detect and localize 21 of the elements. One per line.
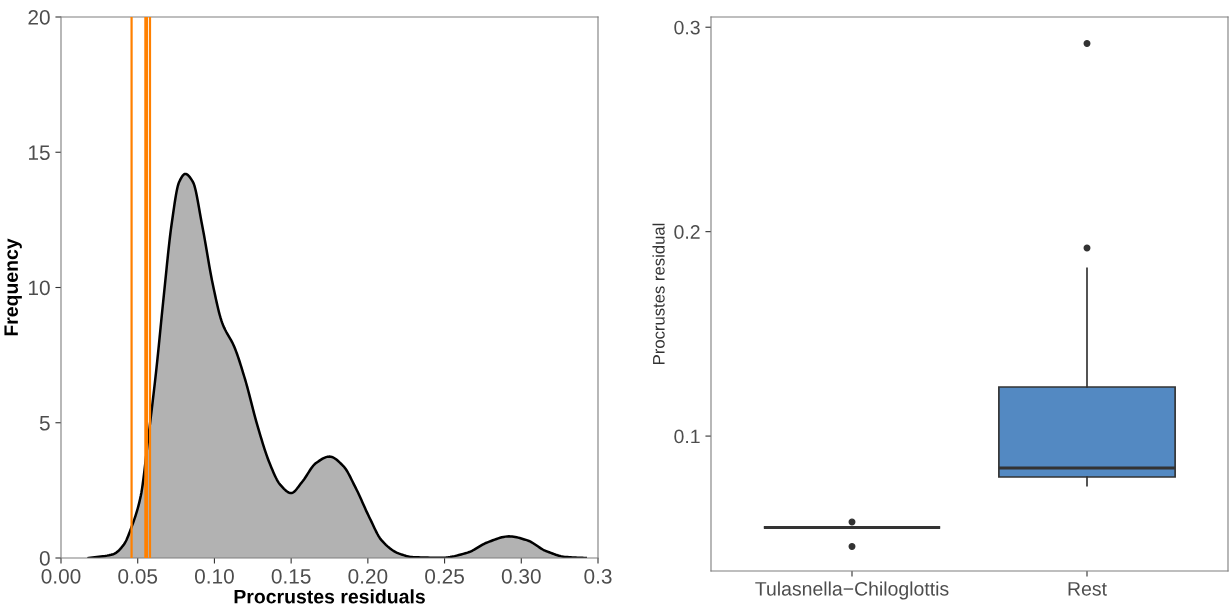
x-tick-label: 0.25: [425, 568, 464, 584]
y-tick-label: 0: [39, 551, 50, 566]
y-tick-label: 10: [29, 280, 50, 296]
x-tick-label: 0.05: [118, 568, 158, 584]
x-tick-label: 0.30: [501, 568, 541, 584]
y-tick-label: 0.2: [674, 225, 700, 239]
y-tick-label: 15: [29, 145, 50, 160]
y-axis-title: Procrustes residual: [652, 223, 665, 364]
x-tick-label: 0.10: [194, 568, 234, 584]
y-tick-label: 5: [39, 415, 50, 431]
y-tick-label: 0.1: [674, 429, 700, 444]
x-tick-label: 0.20: [348, 568, 388, 584]
y-tick-label: 20: [28, 10, 50, 25]
y-tick-label: 0.3: [674, 20, 700, 35]
x-tick-label: 0.00: [41, 568, 81, 584]
x-tick-label: Tulasnella−Chiloglottis: [755, 581, 949, 600]
y-axis-title: Frequency: [4, 238, 22, 336]
x-axis-title: Procrustes residuals: [234, 589, 425, 604]
x-tick-label: 0.3: [584, 568, 612, 584]
x-tick-label: Rest: [1068, 582, 1107, 596]
x-tick-label: 0.15: [271, 568, 311, 584]
